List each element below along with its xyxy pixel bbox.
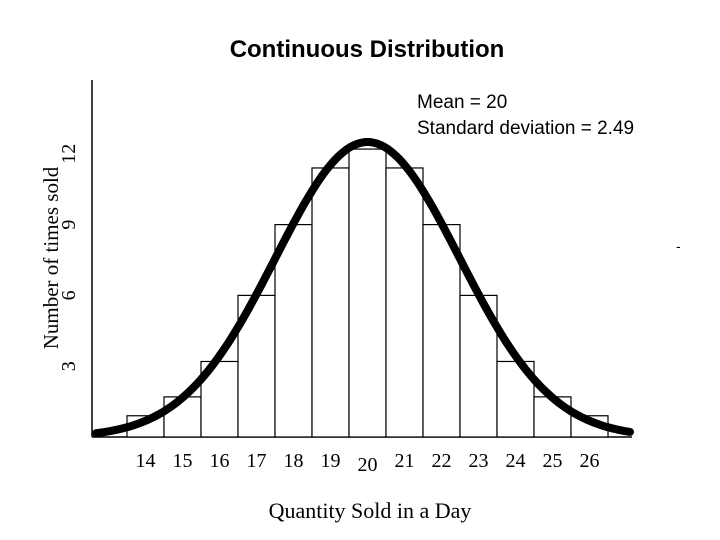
bar-20: [348, 148, 387, 438]
normal-curve: [92, 138, 634, 438]
sd-annotation: Standard deviation = 2.49: [417, 118, 635, 139]
x-axis-label: Quantity Sold in a Day: [269, 498, 472, 523]
bar-19: [311, 167, 350, 438]
chart-title: Continuous Distribution: [229, 36, 505, 63]
x-tick-label: 14: [136, 450, 156, 472]
y-axis-label: Number of times sold: [39, 166, 63, 349]
x-tick-label: 15: [173, 450, 193, 472]
stray-mark: -: [676, 238, 681, 254]
bar-21: [385, 167, 424, 438]
x-tick-label: 21: [395, 450, 415, 472]
x-tick-label: 17: [247, 450, 267, 472]
y-tick-label: 12: [58, 144, 80, 164]
stats-annotation: Mean = 20 Standard deviation = 2.49: [417, 90, 634, 142]
x-tick-label: 16: [210, 450, 230, 472]
bar-18: [274, 224, 313, 438]
y-tick-label: 9: [58, 220, 80, 230]
x-tick-label: 23: [469, 450, 489, 472]
x-tick-label: 19: [321, 450, 341, 472]
x-tick-label: 25: [543, 450, 563, 472]
x-tick-label: 18: [284, 450, 304, 472]
y-tick-label: 3: [58, 361, 80, 371]
x-tick-label: 20: [358, 454, 378, 476]
y-tick-label: 6: [58, 290, 80, 300]
x-tick-label: 26: [580, 450, 600, 472]
mean-annotation: Mean = 20: [417, 92, 508, 113]
x-tick-label: 24: [506, 450, 526, 472]
x-tick-label: 22: [432, 450, 452, 472]
